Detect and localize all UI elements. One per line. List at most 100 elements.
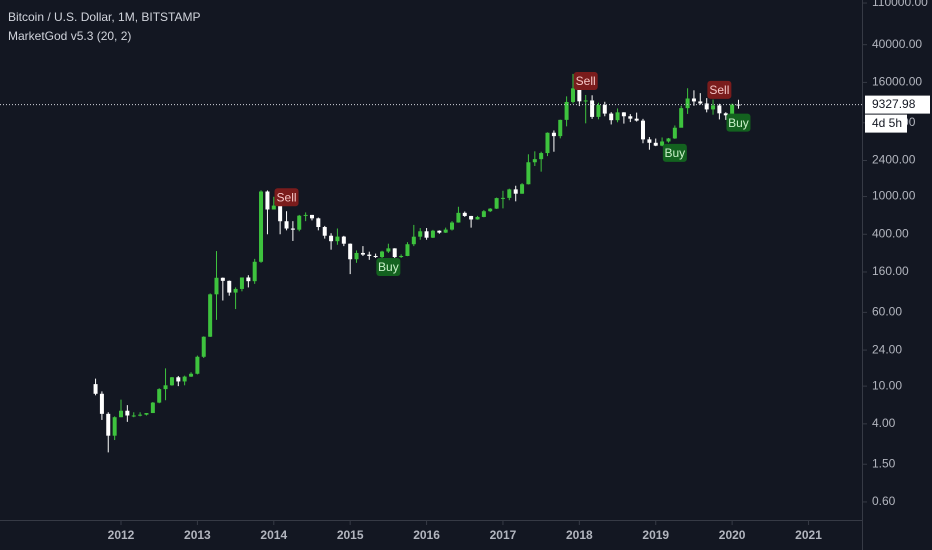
candle-body xyxy=(456,212,461,223)
candle-body xyxy=(322,227,327,236)
candle-body xyxy=(596,105,601,117)
candle-body xyxy=(411,236,416,245)
candle-body xyxy=(507,189,512,198)
candle-body xyxy=(545,132,550,154)
signal-badge xyxy=(726,113,751,132)
candle-body xyxy=(380,251,385,258)
candle-body xyxy=(462,212,467,216)
candle-body xyxy=(602,105,607,114)
candle-body xyxy=(284,221,289,229)
signal-label: Buy xyxy=(664,146,685,160)
x-tick-label: 2016 xyxy=(413,528,440,542)
countdown-label: 4d 5h xyxy=(872,116,902,130)
candle-body xyxy=(698,101,703,104)
y-tick-label: 160.00 xyxy=(872,264,909,278)
y-tick-label: 10.00 xyxy=(872,378,902,392)
candle-body xyxy=(189,373,194,377)
candle-body xyxy=(634,118,639,121)
candle-body xyxy=(220,277,225,281)
x-tick-label: 2013 xyxy=(184,528,211,542)
candle-body xyxy=(290,228,295,230)
candle-body xyxy=(176,377,181,382)
candle-body xyxy=(730,104,735,116)
candle-body xyxy=(660,141,665,146)
candle-body xyxy=(717,105,722,114)
candle-body xyxy=(125,410,130,416)
y-tick-label: 60.00 xyxy=(872,305,902,319)
indicator-name: MarketGod v5.3 (20, 2) xyxy=(8,29,131,43)
last-price-label: 9327.98 xyxy=(872,97,916,111)
signal-label: Sell xyxy=(277,190,297,204)
candle-body xyxy=(539,153,544,160)
candle-body xyxy=(138,414,143,416)
signal-label: Sell xyxy=(709,83,729,97)
signal-badge xyxy=(573,71,598,90)
y-tick-label: 4.00 xyxy=(872,416,896,430)
candle-body xyxy=(341,236,346,244)
candle-body xyxy=(392,248,397,258)
candle-body xyxy=(513,189,518,194)
x-tick-label: 2018 xyxy=(566,528,593,542)
candle-body xyxy=(144,413,149,415)
candle-body xyxy=(653,142,658,146)
candle-body xyxy=(481,211,486,217)
x-tick-label: 2019 xyxy=(642,528,669,542)
candle-body xyxy=(360,252,365,255)
candle-body xyxy=(615,112,620,121)
candle-body xyxy=(335,236,340,242)
candle-body xyxy=(443,229,448,233)
candle-body xyxy=(182,376,187,382)
candle-body xyxy=(309,214,314,219)
x-tick-label: 2015 xyxy=(337,528,364,542)
candle-body xyxy=(494,198,499,209)
candle-body xyxy=(373,255,378,258)
signal-label: Buy xyxy=(728,116,749,130)
candle-body xyxy=(119,410,124,418)
x-tick-label: 2014 xyxy=(260,528,287,542)
x-tick-label: 2017 xyxy=(490,528,517,542)
candle-body xyxy=(367,254,372,256)
candle-body xyxy=(672,127,677,139)
candle-body xyxy=(558,119,563,137)
candle-body xyxy=(316,218,321,228)
candle-body xyxy=(450,222,455,230)
candle-body xyxy=(297,215,302,230)
candle-body xyxy=(163,385,168,390)
candle-body xyxy=(564,101,569,120)
candle-body xyxy=(723,113,728,116)
candle-body xyxy=(106,413,111,436)
candle-body xyxy=(437,230,442,233)
candle-body xyxy=(195,356,200,374)
candle-body xyxy=(711,105,716,110)
candle-body xyxy=(271,205,276,210)
candle-body xyxy=(348,243,353,260)
candle-body xyxy=(399,255,404,258)
candle-body xyxy=(329,235,334,242)
candle-body xyxy=(520,184,525,194)
candle-body xyxy=(93,384,98,394)
countdown-box xyxy=(865,114,907,133)
candle-body xyxy=(214,277,219,295)
candle-body xyxy=(169,377,174,386)
candle-body xyxy=(590,100,595,117)
candle-body xyxy=(265,191,270,210)
candle-body xyxy=(628,116,633,119)
candle-body xyxy=(691,98,696,102)
candle-body xyxy=(246,277,251,282)
x-tick-label: 2021 xyxy=(795,528,822,542)
candle-body xyxy=(259,191,264,262)
candle-body xyxy=(424,231,429,238)
x-tick-label: 2020 xyxy=(719,528,746,542)
candle-body xyxy=(621,112,626,117)
candle-body xyxy=(150,402,155,414)
candle-body xyxy=(99,393,104,414)
candle-body xyxy=(131,415,136,417)
candle-body xyxy=(208,294,213,337)
candle-body xyxy=(418,231,423,237)
candle-body xyxy=(685,98,690,109)
last-price-box xyxy=(865,95,930,114)
candle-body xyxy=(666,138,671,142)
candle-body xyxy=(532,159,537,163)
candle-body xyxy=(354,252,359,260)
